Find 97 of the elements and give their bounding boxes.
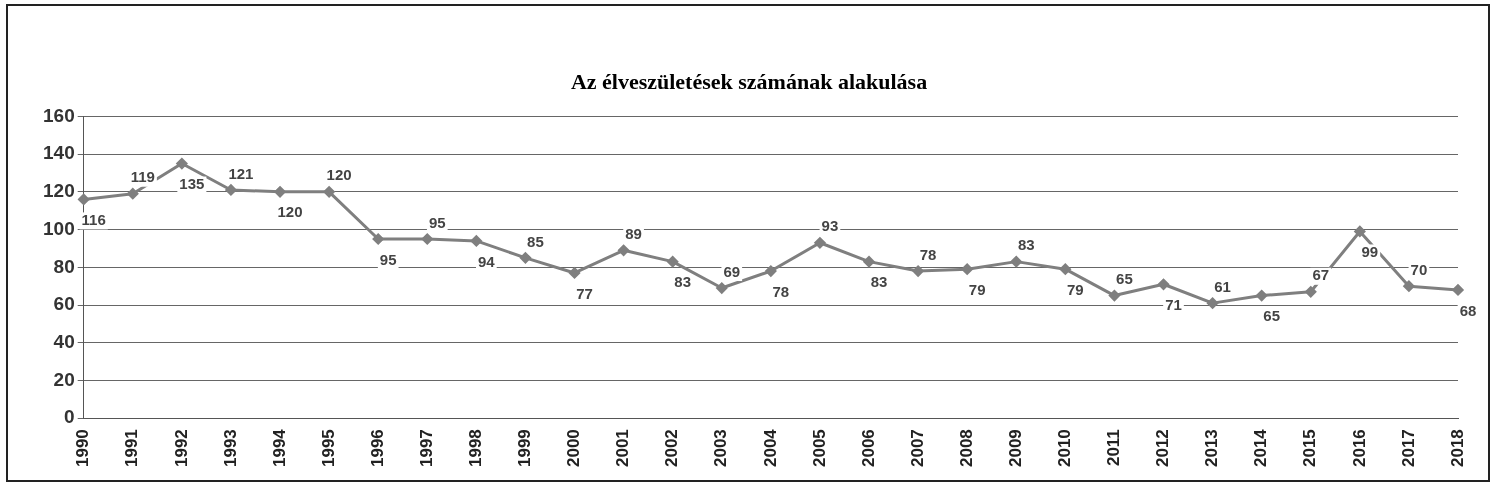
point [1207, 297, 1219, 309]
data-label: 120 [277, 203, 303, 221]
point [618, 244, 630, 256]
x-tick-label: 2003 [711, 429, 731, 468]
data-label: 65 [1263, 307, 1281, 325]
x-tick-label: 2004 [760, 428, 780, 468]
point [176, 158, 188, 170]
data-label: 119 [130, 168, 155, 186]
x-tick-label: 2018 [1447, 429, 1467, 468]
x-tick-label: 2005 [809, 429, 829, 468]
x-tick-label: 2008 [956, 429, 976, 468]
data-label: 67 [1312, 266, 1330, 284]
point [1256, 290, 1268, 302]
point [519, 252, 531, 264]
point [716, 282, 728, 294]
y-tick-label: 20 [53, 368, 75, 390]
x-tick-label: 1998 [466, 429, 486, 468]
point [1108, 290, 1120, 302]
data-label: 85 [527, 232, 544, 250]
point [1452, 284, 1464, 296]
y-tick-label: 160 [43, 104, 75, 126]
x-tick-label: 1990 [73, 429, 93, 468]
x-tick-label: 1999 [515, 429, 535, 468]
x-tick-label: 2001 [613, 429, 633, 468]
point [372, 233, 384, 245]
point [274, 186, 286, 198]
y-tick-label: 40 [53, 330, 75, 352]
point [863, 256, 875, 268]
y-tick-label: 140 [43, 142, 75, 164]
data-label: 95 [379, 250, 397, 268]
x-tick-label: 1997 [416, 429, 436, 468]
y-tick-label: 80 [53, 255, 75, 277]
x-tick-label: 1995 [318, 429, 338, 468]
data-label: 135 [179, 175, 205, 193]
y-tick-label: 0 [64, 406, 75, 428]
data-label: 120 [326, 166, 352, 184]
data-label: 83 [674, 273, 692, 291]
x-tick-label: 2016 [1349, 429, 1369, 468]
data-label: 121 [228, 164, 254, 182]
chart-title: Az élveszületések számának alakulása [570, 68, 928, 94]
point [814, 237, 826, 249]
data-label: 94 [478, 252, 496, 270]
point [1305, 286, 1317, 298]
x-tick-label: 1996 [367, 429, 387, 468]
point [765, 265, 777, 277]
point [1403, 280, 1415, 292]
y-tick-label: 60 [53, 293, 75, 315]
point [1010, 256, 1022, 268]
data-label: 78 [919, 245, 937, 263]
data-label: 69 [723, 262, 741, 280]
point [912, 265, 924, 277]
point [569, 267, 581, 279]
point [78, 193, 90, 205]
data-label: 70 [1410, 260, 1428, 278]
point [127, 188, 139, 200]
x-tick-label: 2014 [1251, 428, 1271, 468]
x-tick-label: 2002 [662, 429, 682, 468]
point [1158, 278, 1170, 290]
x-tick-label: 2017 [1398, 429, 1418, 468]
point [421, 233, 433, 245]
x-tick-label: 2009 [1005, 429, 1025, 468]
data-label: 79 [968, 280, 986, 298]
data-label: 99 [1361, 243, 1379, 261]
point [1059, 263, 1071, 275]
data-label: 78 [772, 282, 790, 300]
data-label: 77 [576, 284, 593, 302]
point [1354, 225, 1366, 237]
data-label: 65 [1116, 270, 1133, 288]
data-label: 79 [1067, 280, 1084, 298]
data-label: 89 [625, 224, 642, 242]
x-tick-label: 2013 [1202, 429, 1222, 468]
x-tick-label: 2011 [1104, 429, 1124, 467]
x-tick-label: 2015 [1300, 429, 1320, 468]
x-tick-label: 2007 [907, 429, 927, 468]
data-label: 83 [1017, 236, 1035, 254]
data-label: 95 [428, 213, 446, 231]
x-tick-label: 2010 [1055, 429, 1075, 468]
point [470, 235, 482, 247]
y-tick-label: 120 [43, 180, 75, 202]
point [667, 256, 679, 268]
data-label: 71 [1165, 295, 1182, 313]
x-tick-label: 2012 [1153, 429, 1173, 468]
data-label: 116 [81, 211, 106, 229]
point [225, 184, 237, 196]
x-tick-label: 1992 [171, 429, 191, 468]
x-tick-label: 2000 [564, 429, 584, 468]
x-tick-label: 1993 [220, 429, 240, 468]
data-label: 61 [1214, 277, 1231, 295]
data-label: 93 [821, 217, 839, 235]
x-tick-label: 1991 [122, 429, 142, 468]
data-label: 68 [1459, 301, 1477, 319]
x-tick-label: 2006 [858, 429, 878, 468]
point [961, 263, 973, 275]
data-label: 83 [870, 273, 888, 291]
point [323, 186, 335, 198]
x-tick-label: 1994 [269, 428, 289, 468]
y-tick-label: 100 [43, 217, 75, 239]
